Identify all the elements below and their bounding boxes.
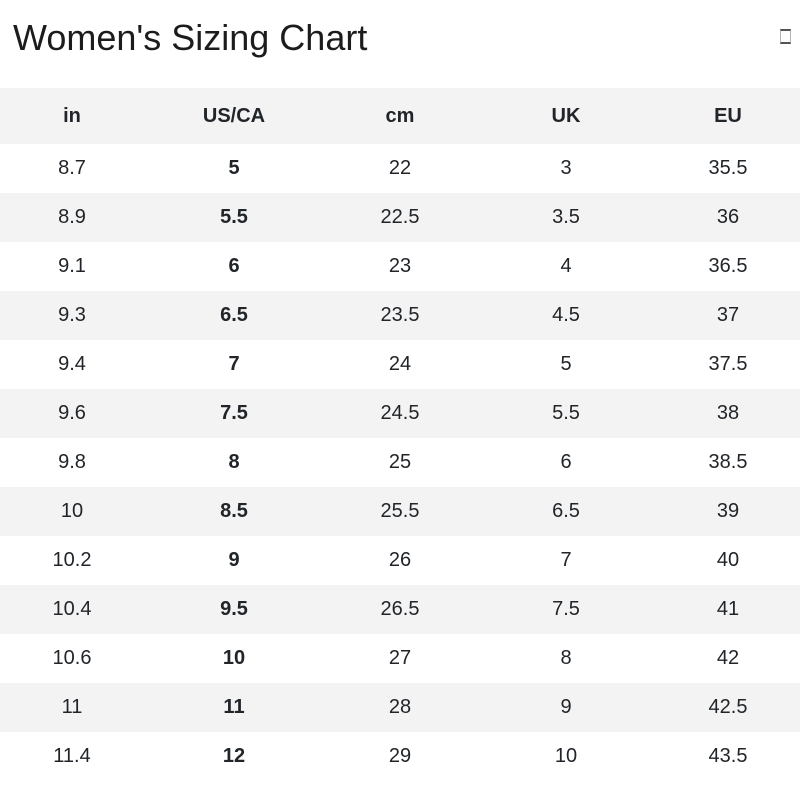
table-row: 9.4 7 24 5 37.5	[0, 340, 800, 389]
column-header-cm: cm	[324, 88, 476, 144]
table-cell: 5.5	[220, 206, 248, 228]
table-cell: 39	[716, 500, 740, 522]
table-cell: 8.9	[58, 206, 86, 228]
table-cell: 9.3	[58, 304, 86, 326]
table-cell: 9.1	[58, 255, 86, 277]
column-header-eu: EU	[656, 88, 800, 144]
table-cell: 37	[716, 304, 740, 326]
table-cell: 9	[560, 696, 572, 718]
table-cell: 9.5	[220, 598, 248, 620]
table-cell: 26.5	[380, 598, 420, 620]
table-cell: 7.5	[552, 598, 580, 620]
table-cell: 11	[61, 696, 83, 718]
table-cell: 6	[560, 451, 572, 473]
table-cell: 25.5	[380, 500, 420, 522]
table-cell: 11	[223, 696, 245, 718]
table-cell: 22.5	[380, 206, 420, 228]
page-title: Women's Sizing Chart	[13, 17, 368, 58]
table-cell: 10.4	[52, 598, 92, 620]
table-row: 10.4 9.5 26.5 7.5 41	[0, 585, 800, 634]
table-cell: 24	[388, 353, 412, 375]
table-row: 11 11 28 9 42.5	[0, 683, 800, 732]
table-cell: 7	[228, 353, 240, 375]
table-header: in US/CA cm UK EU	[0, 88, 800, 144]
table-cell: 43.5	[708, 745, 748, 767]
table-cell: 38.5	[708, 451, 748, 473]
table-cell: 6.5	[552, 500, 580, 522]
table-row: 8.7 5 22 3 35.5	[0, 144, 800, 193]
table-cell: 23	[388, 255, 412, 277]
table-row: 11.4 12 29 10 43.5	[0, 732, 800, 781]
table-cell: 8	[560, 647, 572, 669]
missing-glyph-box-icon[interactable]	[780, 29, 791, 44]
table-cell: 5	[560, 353, 572, 375]
table-cell: 9.8	[58, 451, 86, 473]
table-cell: 36	[716, 206, 740, 228]
table-cell: 10	[222, 647, 246, 669]
table-cell: 8.7	[58, 157, 86, 179]
table-row: 10 8.5 25.5 6.5 39	[0, 487, 800, 536]
table-cell: 10.6	[52, 647, 92, 669]
table-cell: 7	[560, 549, 572, 571]
table-cell: 11.4	[53, 745, 91, 767]
table-cell: 10	[60, 500, 84, 522]
table-cell: 10	[554, 745, 578, 767]
table-row: 8.9 5.5 22.5 3.5 36	[0, 193, 800, 242]
table-cell: 35.5	[708, 157, 748, 179]
table-cell: 6	[228, 255, 240, 277]
table-header-row: in US/CA cm UK EU	[0, 88, 800, 144]
table-cell: 10.2	[52, 549, 92, 571]
table-cell: 29	[388, 745, 412, 767]
table-cell: 40	[716, 549, 740, 571]
column-header-us-ca: US/CA	[144, 88, 324, 144]
table-row: 10.2 9 26 7 40	[0, 536, 800, 585]
table-cell: 37.5	[708, 353, 748, 375]
table-body: 8.7 5 22 3 35.5 8.9 5.5 22.5 3.5 36 9.1 6 23 4 36.5 9.3…	[0, 144, 800, 781]
table-cell: 36.5	[708, 255, 748, 277]
table-cell: 3.5	[552, 206, 580, 228]
table-cell: 26	[388, 549, 412, 571]
table-cell: 23.5	[380, 304, 420, 326]
table-cell: 5	[228, 157, 240, 179]
table-cell: 4.5	[552, 304, 580, 326]
table-cell: 28	[388, 696, 412, 718]
table-cell: 3	[560, 157, 572, 179]
table-cell: 8	[228, 451, 240, 473]
table-row: 9.8 8 25 6 38.5	[0, 438, 800, 487]
column-header-uk: UK	[476, 88, 656, 144]
table-cell: 27	[388, 647, 412, 669]
table-cell: 6.5	[220, 304, 248, 326]
table-cell: 42.5	[708, 696, 748, 718]
table-cell: 41	[716, 598, 740, 620]
table-cell: 38	[716, 402, 740, 424]
title-bar: Women's Sizing Chart	[0, 0, 800, 88]
table-cell: 7.5	[220, 402, 248, 424]
table-row: 9.3 6.5 23.5 4.5 37	[0, 291, 800, 340]
table-cell: 8.5	[220, 500, 248, 522]
table-cell: 9.4	[58, 353, 86, 375]
table-cell: 42	[716, 647, 740, 669]
table-cell: 4	[560, 255, 572, 277]
table-cell: 12	[222, 745, 246, 767]
table-cell: 9.6	[58, 402, 86, 424]
table-cell: 25	[388, 451, 412, 473]
table-row: 9.1 6 23 4 36.5	[0, 242, 800, 291]
table-row: 10.6 10 27 8 42	[0, 634, 800, 683]
table-cell: 5.5	[552, 402, 580, 424]
sizing-table: in US/CA cm UK EU 8.7 5 22 3 35.5 8.9 5.5 22.5 3…	[0, 88, 800, 781]
table-cell: 9	[228, 549, 240, 571]
table-row: 9.6 7.5 24.5 5.5 38	[0, 389, 800, 438]
column-header-in: in	[0, 88, 144, 144]
table-cell: 22	[388, 157, 412, 179]
table-cell: 24.5	[380, 402, 420, 424]
